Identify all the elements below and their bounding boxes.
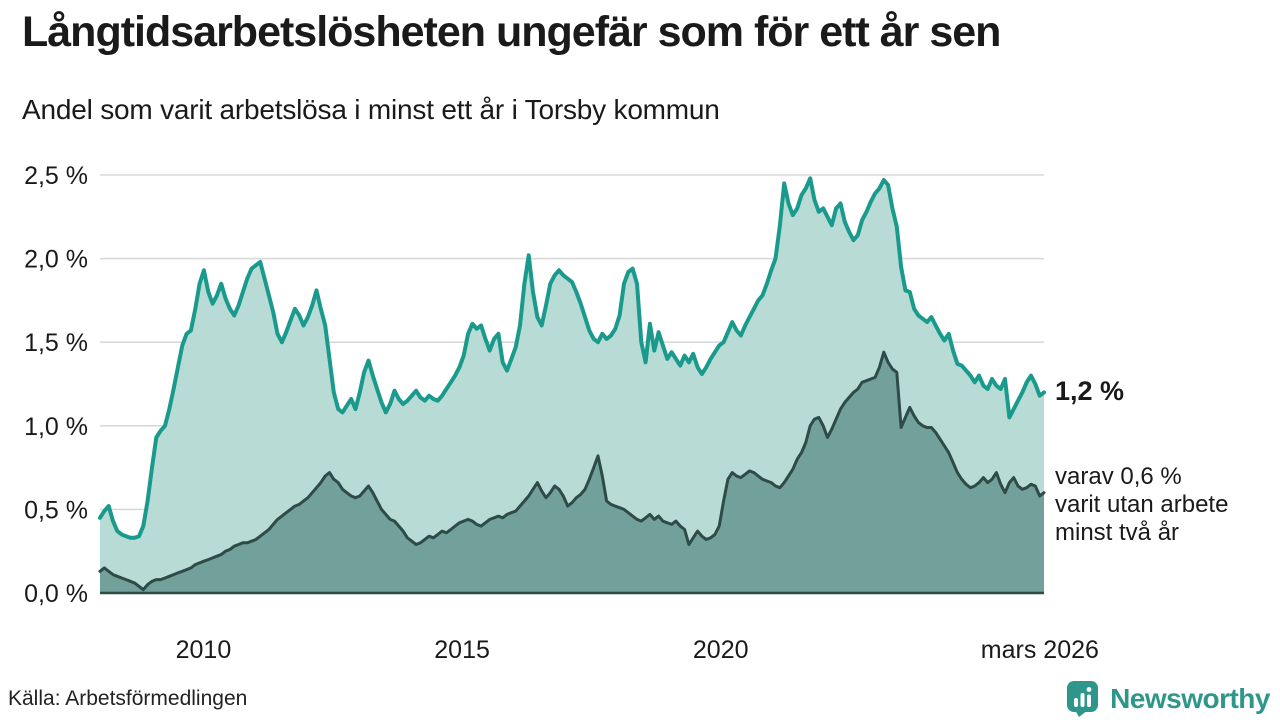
x-tick-label: 2015 bbox=[434, 636, 490, 664]
annotation-line-2: varit utan arbete bbox=[1055, 491, 1229, 518]
newsworthy-wordmark: Newsworthy bbox=[1110, 682, 1270, 714]
x-tick-label: 2010 bbox=[176, 636, 232, 664]
y-tick-label: 0,5 % bbox=[24, 496, 88, 524]
x-tick-label: mars 2026 bbox=[981, 636, 1099, 664]
annotation-line-1: varav 0,6 % bbox=[1055, 463, 1182, 490]
source-credit: Källa: Arbetsförmedlingen bbox=[8, 687, 248, 710]
series-area-minst-tva-ar bbox=[100, 352, 1044, 593]
latest-value-label: 1,2 % bbox=[1055, 376, 1125, 406]
y-tick-label: 1,5 % bbox=[24, 329, 88, 357]
annotation-line-3: minst två år bbox=[1055, 519, 1180, 546]
x-tick-label: 2020 bbox=[693, 636, 749, 664]
chart-subtitle: Andel som varit arbetslösa i minst ett å… bbox=[22, 94, 720, 125]
secondary-series-annotation: varav 0,6 % varit utan arbete minst två … bbox=[1055, 463, 1228, 547]
series-line-minst-tva-ar bbox=[98, 350, 1046, 592]
y-tick-label: 2,0 % bbox=[24, 246, 88, 274]
chart-title: Långtidsarbetslösheten ungefär som för e… bbox=[22, 8, 1001, 56]
y-tick-label: 1,0 % bbox=[24, 413, 88, 441]
newsworthy-logo: Newsworthy bbox=[1066, 680, 1270, 717]
y-tick-label: 2,5 % bbox=[24, 162, 88, 190]
series-line-minst-ett-ar bbox=[98, 176, 1046, 540]
y-tick-label: 0,0 % bbox=[24, 580, 88, 608]
newsworthy-icon bbox=[1067, 681, 1099, 717]
